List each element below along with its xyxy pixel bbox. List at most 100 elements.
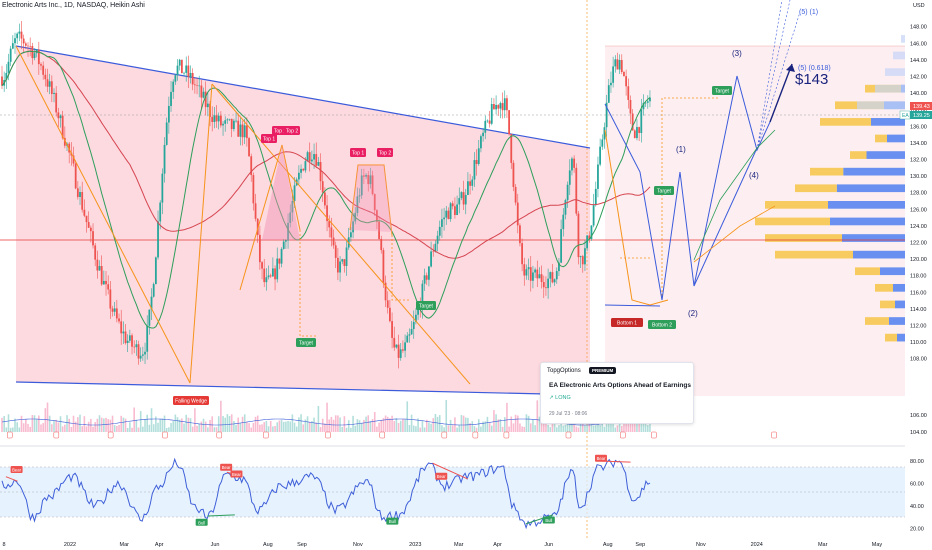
candle-body bbox=[423, 275, 426, 284]
candle-body bbox=[100, 266, 103, 285]
candle-body bbox=[499, 103, 502, 109]
vp-faint-bar bbox=[857, 101, 905, 110]
candle-body bbox=[22, 38, 25, 44]
idea-card[interactable]: TopgOptions PREMIUM EA Electronic Arts O… bbox=[540, 362, 694, 424]
divergence-line bbox=[5, 476, 18, 482]
rsi-tick: 80.00 bbox=[910, 459, 924, 465]
candle-body bbox=[131, 335, 133, 347]
candle-body bbox=[135, 344, 138, 348]
volume-bar bbox=[157, 422, 159, 432]
volume-bar bbox=[122, 417, 125, 432]
volume-bar bbox=[367, 415, 370, 432]
volume-bar bbox=[90, 418, 92, 432]
volume-bar bbox=[317, 406, 320, 432]
candle-body bbox=[105, 280, 107, 285]
rsi-axis[interactable]: 80.00 60.00 40.00 20.00 bbox=[910, 459, 924, 532]
candle-body bbox=[432, 251, 435, 253]
candle-body bbox=[40, 64, 42, 66]
candle-body bbox=[564, 200, 567, 215]
volume-bar bbox=[451, 425, 454, 432]
earnings-marker[interactable] bbox=[651, 431, 657, 439]
target-dashes bbox=[299, 97, 720, 337]
time-tick: 2022 bbox=[64, 542, 76, 548]
volume-bar bbox=[267, 426, 270, 432]
earnings-marker[interactable] bbox=[771, 431, 777, 439]
price-axis-bg[interactable] bbox=[905, 0, 932, 540]
volume-bar bbox=[445, 400, 448, 432]
earnings-marker[interactable] bbox=[216, 431, 223, 439]
vp-sell-bar bbox=[820, 118, 871, 126]
candle-body bbox=[447, 210, 450, 220]
earnings-marker[interactable] bbox=[325, 431, 331, 439]
projection-dashes bbox=[756, 0, 801, 151]
volume-bar bbox=[334, 415, 337, 432]
candle-body bbox=[133, 346, 136, 348]
candle-body bbox=[538, 274, 541, 279]
earnings-marker[interactable] bbox=[263, 431, 269, 439]
earnings-marker[interactable] bbox=[503, 431, 510, 439]
card-date: 29 Jul '23 · 08:06 bbox=[549, 411, 588, 417]
earnings-marker[interactable] bbox=[162, 431, 168, 439]
volume-bar bbox=[343, 416, 346, 432]
candle-body bbox=[334, 245, 337, 258]
candle-body bbox=[389, 307, 391, 322]
candle-body bbox=[636, 127, 638, 139]
candle-body bbox=[438, 226, 441, 236]
candle-body bbox=[109, 289, 112, 309]
candle-body bbox=[310, 159, 313, 162]
volume-bar bbox=[627, 418, 630, 432]
volume-bar bbox=[144, 419, 146, 432]
candle-body bbox=[365, 174, 367, 177]
candle-body bbox=[371, 175, 374, 195]
volume-bar bbox=[265, 420, 268, 432]
candle-body bbox=[55, 92, 58, 113]
earnings-marker[interactable] bbox=[7, 431, 13, 439]
volume-bar bbox=[553, 418, 556, 432]
event-markers[interactable] bbox=[7, 431, 777, 439]
vp-buy-bar bbox=[842, 234, 905, 242]
candle-body bbox=[482, 132, 484, 137]
volume-bar bbox=[103, 418, 105, 432]
candle-body bbox=[291, 200, 294, 213]
volume-bar bbox=[386, 416, 389, 432]
volume-bar bbox=[425, 419, 428, 432]
price-tick: 106.00 bbox=[910, 413, 927, 419]
earnings-marker[interactable] bbox=[441, 431, 448, 439]
volume-bar bbox=[571, 424, 573, 432]
candle-body bbox=[614, 59, 617, 67]
candle-body bbox=[393, 337, 396, 348]
volume-bar bbox=[432, 418, 435, 432]
volume-bar bbox=[482, 421, 484, 432]
volume-bar bbox=[272, 426, 274, 432]
volume-bar bbox=[538, 416, 541, 432]
candle-body bbox=[300, 168, 302, 173]
candle-body bbox=[460, 192, 463, 199]
candle-body bbox=[191, 73, 194, 85]
annotation-tags: Falling Wedge Top 1 Top 1 Top 2 Top 1 To… bbox=[173, 86, 732, 405]
earnings-marker[interactable] bbox=[53, 431, 60, 439]
volume-bar bbox=[213, 427, 216, 432]
price-axis[interactable]: USD 148.00 146.00 144.00 142.00 140.00 138.00… bbox=[910, 3, 927, 436]
volume-bar bbox=[428, 422, 430, 432]
candle-body bbox=[542, 281, 545, 288]
earnings-marker[interactable] bbox=[620, 431, 626, 439]
volume-bar bbox=[421, 421, 424, 432]
time-axis[interactable]: 8 2022 Mar Apr Jun Aug Sep Nov 2023 Mar Apr Jun Aug S… bbox=[2, 542, 882, 548]
volume-bar bbox=[638, 423, 640, 432]
candle-body bbox=[495, 104, 497, 110]
volume-bar bbox=[46, 402, 49, 432]
candle-body bbox=[178, 59, 181, 66]
earnings-marker[interactable] bbox=[472, 431, 479, 439]
volume-bar bbox=[529, 423, 532, 432]
volume-bar bbox=[404, 419, 406, 432]
price-tick: 116.00 bbox=[910, 290, 926, 296]
card-title[interactable]: EA Electronic Arts Options Ahead of Earn… bbox=[549, 382, 691, 389]
time-tick: Nov bbox=[696, 542, 706, 548]
candle-body bbox=[536, 269, 539, 279]
time-axis-bg[interactable] bbox=[0, 538, 932, 550]
earnings-marker[interactable] bbox=[379, 431, 385, 439]
earnings-marker[interactable] bbox=[107, 431, 114, 439]
wave-4-label: (4) bbox=[749, 171, 759, 180]
earnings-marker[interactable] bbox=[565, 431, 572, 439]
